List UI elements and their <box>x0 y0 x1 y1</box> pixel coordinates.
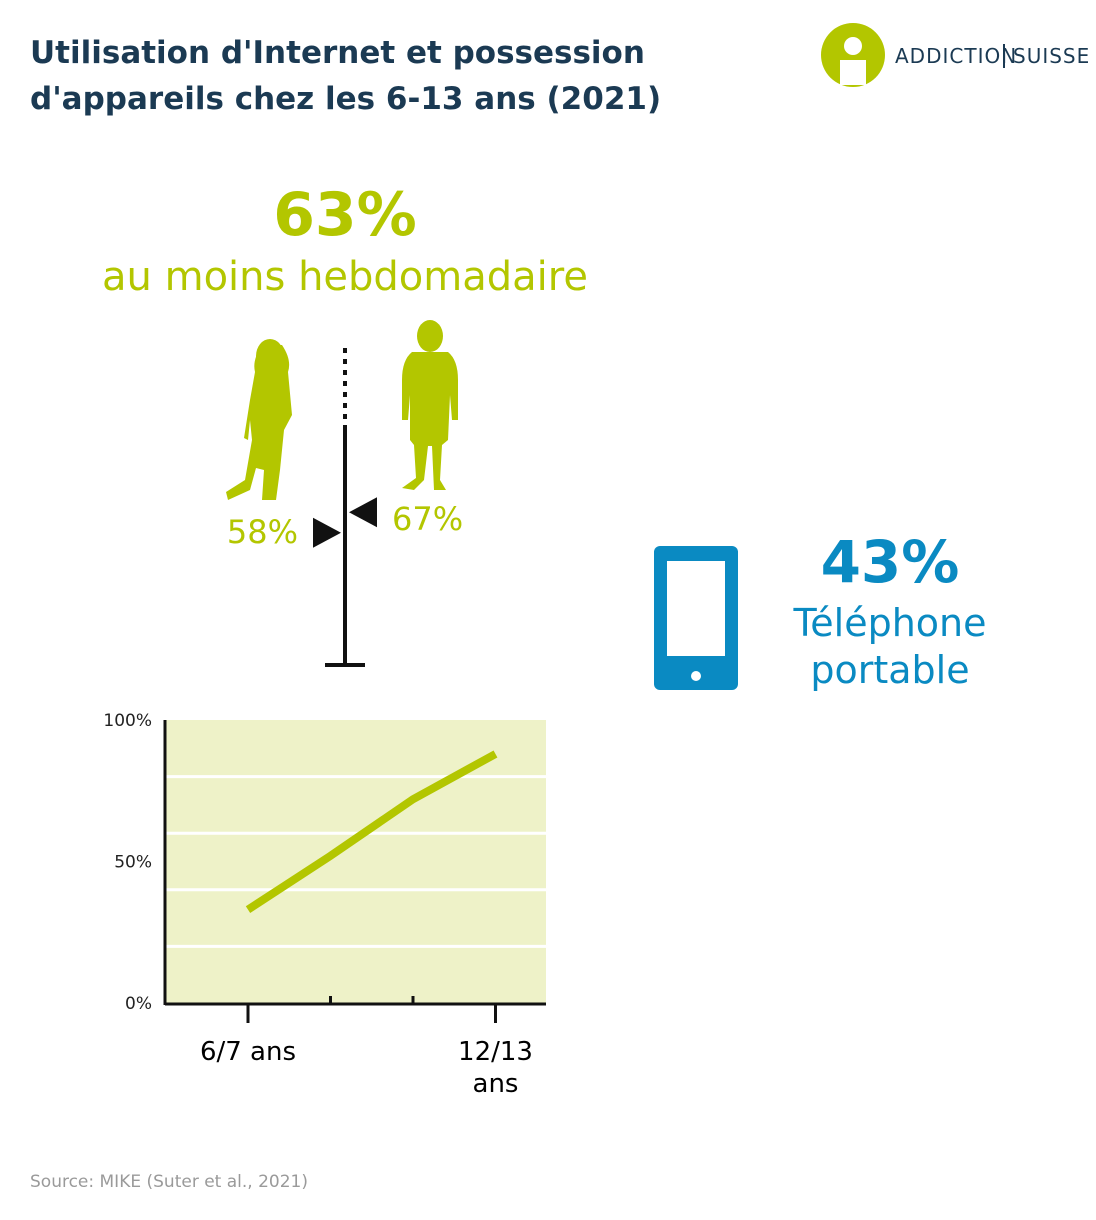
girls-label: 58% <box>226 513 298 551</box>
girl-icon <box>226 339 292 500</box>
logo-text: SUISSE <box>1013 44 1091 68</box>
line <box>245 750 498 913</box>
boys-marker <box>349 497 377 528</box>
plot-background <box>165 720 546 1003</box>
weekly-percent: 63% <box>273 180 417 250</box>
y-tick-label: 50% <box>114 853 152 873</box>
y-tick-label: 100% <box>103 711 152 731</box>
title: Utilisation d'Internet et possession d'a… <box>30 35 662 117</box>
phone-text: Téléphone portable <box>793 601 987 692</box>
source: Source: MIKE (Suter et al., 2021) <box>30 1172 308 1192</box>
boys-label: 67% <box>392 500 464 538</box>
phone-percent: 43% <box>820 528 960 596</box>
girls-marker <box>313 517 341 548</box>
x-tick-label: 6/7 ans <box>199 1037 297 1067</box>
logo-dot <box>844 37 862 55</box>
logo-bar <box>840 60 866 85</box>
boy-icon <box>402 320 458 490</box>
y-tick-label: 0% <box>125 994 152 1014</box>
phone-icon <box>654 546 738 690</box>
weekly-text: au moins hebdomadaire <box>102 254 588 300</box>
x-tick-label: 12/13 ans <box>458 1037 533 1099</box>
logo-text: ADDICTION <box>895 44 1018 68</box>
